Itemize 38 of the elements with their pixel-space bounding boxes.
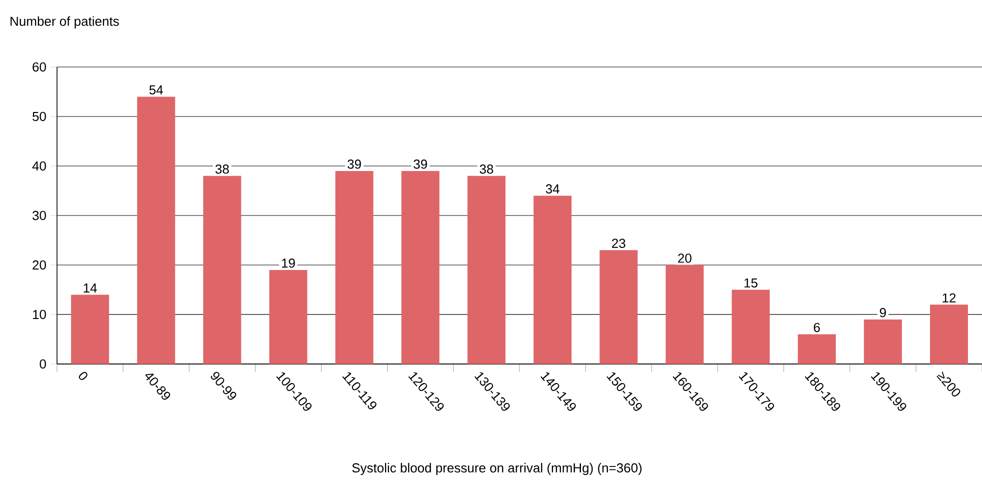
y-tick-label: 20 [32, 260, 46, 270]
bar [467, 176, 506, 364]
y-tick-label: 60 [32, 62, 46, 72]
data-label: 39 [348, 160, 361, 169]
bar [534, 196, 572, 364]
bar [203, 176, 242, 364]
y-axis-title: Number of patients [10, 16, 119, 28]
bar [71, 294, 110, 364]
bar [930, 304, 968, 364]
data-label: 12 [942, 293, 956, 302]
bar [600, 250, 638, 364]
y-tick-label: 40 [32, 161, 46, 171]
bar [732, 290, 770, 364]
bar [137, 96, 176, 364]
bar [335, 170, 374, 364]
data-label: 54 [149, 85, 163, 94]
bar [401, 170, 440, 364]
data-label: 38 [480, 164, 494, 174]
data-label: 39 [414, 160, 428, 169]
bar [798, 334, 836, 364]
y-tick-label: 10 [33, 310, 46, 320]
bar [666, 264, 704, 364]
data-label: 19 [282, 258, 295, 268]
data-label: 15 [744, 278, 758, 288]
data-label: 20 [678, 254, 692, 263]
y-tick-label: 50 [32, 112, 46, 122]
x-axis-title: Systolic blood pressure on arrival (mmHg) (n=360) [352, 462, 642, 476]
data-label: 6 [814, 322, 820, 332]
bar [269, 270, 308, 364]
y-tick-label: 0 [40, 359, 46, 369]
bar [864, 319, 902, 364]
x-tick-label: 0 [78, 372, 88, 380]
y-tick-label: 30 [32, 210, 46, 220]
data-label: 9 [880, 308, 886, 318]
data-label: 14 [84, 284, 97, 292]
data-label: 34 [546, 184, 560, 194]
data-label: 38 [215, 164, 229, 174]
data-label: 23 [612, 238, 626, 248]
